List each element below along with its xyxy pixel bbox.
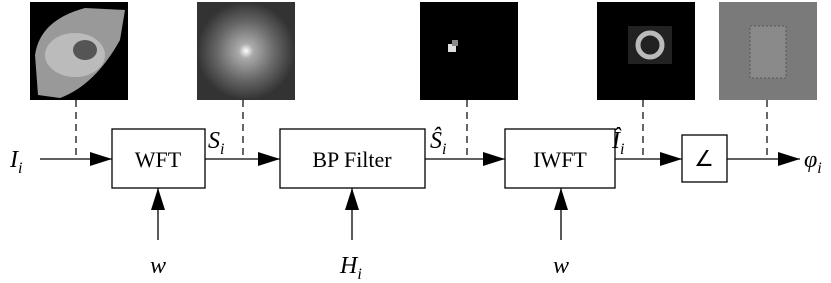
symbol: S <box>208 128 220 154</box>
signal-label: Ii <box>9 147 22 177</box>
signal-label: Ŝi <box>430 127 446 158</box>
thumbnail-mri <box>30 2 128 100</box>
block-label: WFT <box>135 147 182 172</box>
signal-label: Si <box>208 128 224 158</box>
symbol: Ŝ <box>430 127 442 154</box>
thumbnail-phase <box>719 2 817 100</box>
block-label: BP Filter <box>312 147 392 172</box>
subscript: i <box>620 141 624 158</box>
subscript: i <box>817 160 821 177</box>
thumbnail-filtered-spectrum <box>420 2 518 100</box>
signal-label: φi <box>804 147 822 177</box>
parameter-label: w <box>553 253 569 279</box>
parameter-label: Hi <box>339 253 362 283</box>
diagram: WFT BP Filter IWFT ∠ Ii Si Ŝi Îi φi w Hi… <box>0 0 831 283</box>
subscript: i <box>357 266 361 283</box>
thumbnail-filtered-image <box>597 2 695 100</box>
symbol: H <box>339 253 359 279</box>
signal-label: Îi <box>611 128 624 158</box>
thumbnail-spectrum <box>197 2 295 100</box>
subscript: i <box>442 141 446 158</box>
subscript: i <box>220 141 224 158</box>
symbol: φ <box>804 147 817 173</box>
block-label: ∠ <box>694 146 714 171</box>
subscript: i <box>18 160 22 177</box>
parameter-label: w <box>150 253 166 279</box>
block-label: IWFT <box>533 147 587 172</box>
